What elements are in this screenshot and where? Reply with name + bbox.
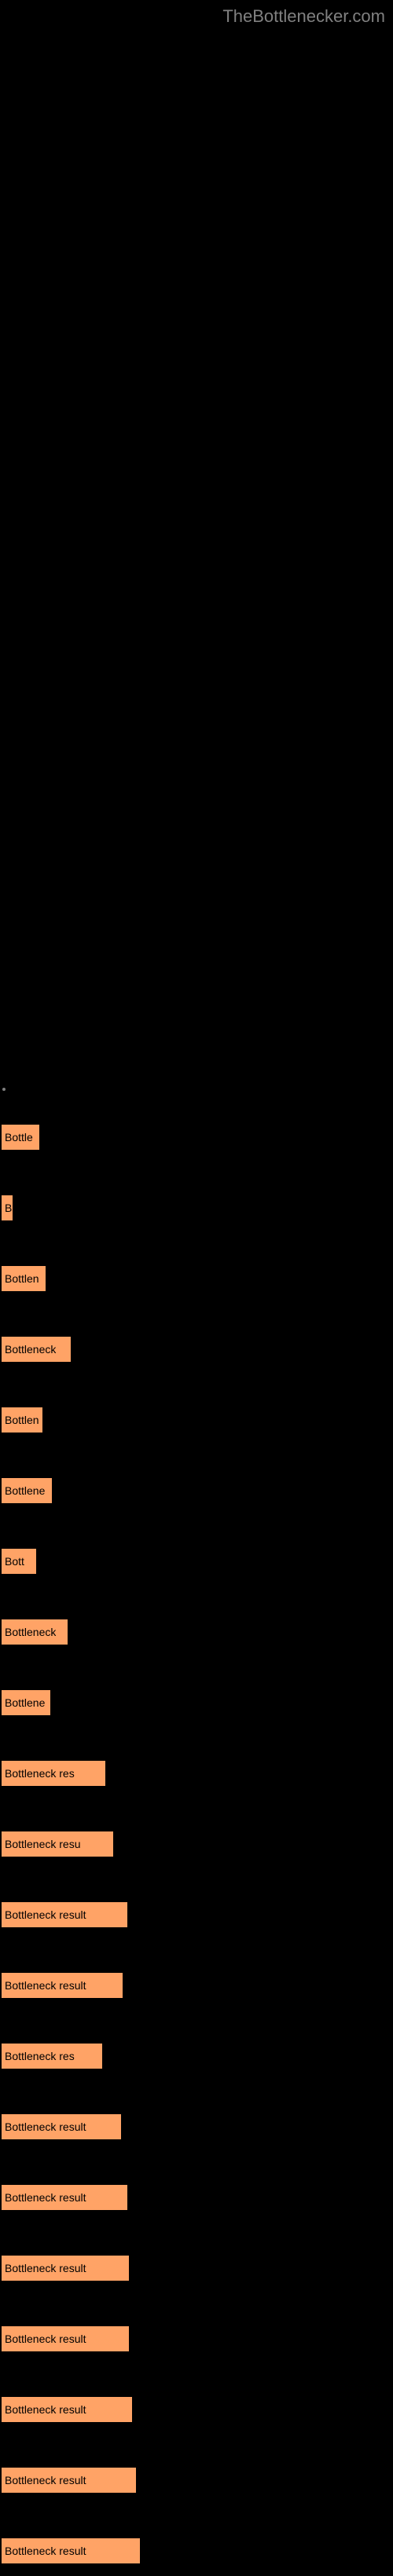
bar-label: Bottleneck result [5, 2333, 86, 2345]
bar-chart: Bottle B Bottlen Bottleneck Bottlen Bottlene B… [0, 1092, 393, 2576]
bar-row: Bottleneck res [0, 1728, 393, 1798]
bar-row: Bottleneck result [0, 2505, 393, 2576]
bar: Bottleneck [0, 1618, 69, 1646]
bar-row: Bottleneck result [0, 2435, 393, 2505]
bar-row: Bottlen [0, 1233, 393, 1304]
bar: Bottleneck result [0, 2537, 141, 2565]
bar-row: Bottleneck result [0, 2152, 393, 2223]
bar-row: Bott [0, 1516, 393, 1586]
bar-row: Bottlene [0, 1657, 393, 1728]
bar: Bottleneck result [0, 1971, 124, 2000]
bar-row: Bottle [0, 1092, 393, 1162]
bar: B [0, 1194, 14, 1222]
bar-label: Bottleneck result [5, 2262, 86, 2274]
bar-label: Bottleneck result [5, 2474, 86, 2486]
bar-row: Bottleneck result [0, 2293, 393, 2364]
bar: Bottleneck result [0, 2113, 123, 2141]
bar-label: Bottleneck result [5, 2403, 86, 2416]
bar: Bott [0, 1547, 38, 1575]
bar-row: Bottleneck res [0, 2011, 393, 2081]
bar-label: Bottleneck resu [5, 1838, 81, 1850]
bar: Bottle [0, 1123, 41, 1151]
bar: Bottleneck result [0, 2183, 129, 2212]
bar: Bottleneck resu [0, 1830, 115, 1858]
bar-label: Bottlene [5, 1484, 45, 1497]
bar-label: Bottleneck res [5, 1767, 75, 1780]
bar: Bottleneck [0, 1335, 72, 1363]
bar-row: Bottlene [0, 1445, 393, 1516]
bar: Bottleneck result [0, 1901, 129, 1929]
bar-label: Bottleneck res [5, 2050, 75, 2062]
bar-label: Bottleneck result [5, 1979, 86, 1992]
bar-label: Bottleneck result [5, 1908, 86, 1921]
bar-label: Bottleneck [5, 1626, 56, 1638]
bar-row: Bottleneck result [0, 2364, 393, 2435]
bar: Bottlene [0, 1476, 53, 1505]
bar-label: Bottleneck result [5, 2120, 86, 2133]
bar-row: B [0, 1162, 393, 1233]
watermark-text: TheBottlenecker.com [222, 6, 385, 27]
bar-row: Bottleneck result [0, 1940, 393, 2011]
bar-label: Bottleneck [5, 1343, 56, 1356]
bar-label: B [5, 1202, 12, 1214]
bar-row: Bottleneck resu [0, 1798, 393, 1869]
bar-row: Bottleneck [0, 1304, 393, 1374]
bar-row: Bottleneck result [0, 2081, 393, 2152]
bar: Bottlen [0, 1406, 44, 1434]
axis-dot [2, 1088, 6, 1091]
bar-row: Bottleneck result [0, 2223, 393, 2293]
bar-label: Bottleneck result [5, 2545, 86, 2557]
bar-row: Bottleneck [0, 1586, 393, 1657]
bar-row: Bottlen [0, 1374, 393, 1445]
bar: Bottleneck res [0, 2042, 104, 2070]
bar-label: Bottlen [5, 1272, 39, 1285]
bar: Bottlene [0, 1689, 52, 1717]
bar-label: Bottlene [5, 1696, 45, 1709]
bar: Bottleneck result [0, 2325, 130, 2353]
bar-label: Bottle [5, 1131, 33, 1143]
bar: Bottleneck result [0, 2466, 138, 2494]
bar: Bottleneck res [0, 1759, 107, 1787]
bar: Bottleneck result [0, 2395, 134, 2424]
bar: Bottleneck result [0, 2254, 130, 2282]
bar-label: Bottlen [5, 1414, 39, 1426]
bar: Bottlen [0, 1264, 47, 1293]
bar-row: Bottleneck result [0, 1869, 393, 1940]
bar-label: Bottleneck result [5, 2191, 86, 2204]
bar-label: Bott [5, 1555, 24, 1568]
